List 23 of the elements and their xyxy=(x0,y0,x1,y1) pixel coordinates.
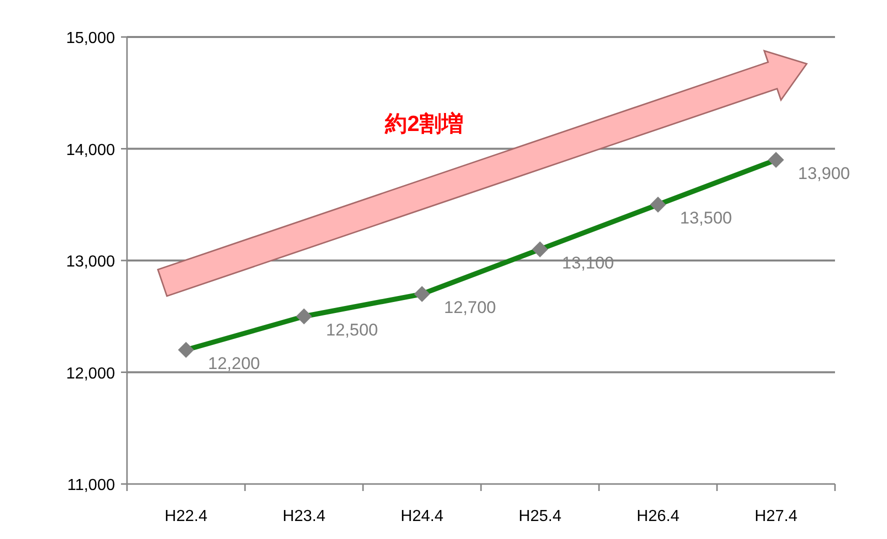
x-tick-label: H26.4 xyxy=(636,508,680,525)
x-tick-label: H23.4 xyxy=(282,508,326,525)
data-label: 12,500 xyxy=(326,320,378,340)
y-tick-label: 12,000 xyxy=(66,365,116,382)
y-tick-label: 13,000 xyxy=(66,254,116,270)
y-tick-label: 11,000 xyxy=(67,477,116,494)
point xyxy=(650,196,666,213)
data-label: 12,700 xyxy=(444,298,496,318)
x-tick-label: H24.4 xyxy=(400,508,444,525)
point xyxy=(414,286,430,302)
point xyxy=(768,152,784,168)
point xyxy=(532,241,548,258)
y-tick-label: 15,000 xyxy=(66,30,116,47)
data-label: 13,500 xyxy=(680,208,732,228)
y-tick-label: 14,000 xyxy=(66,142,116,159)
point xyxy=(178,342,194,358)
x-tick-label: H25.4 xyxy=(518,508,562,525)
data-label: 13,900 xyxy=(798,164,850,183)
point xyxy=(296,308,312,324)
data-label: 12,200 xyxy=(208,354,260,373)
annotation: 約2割増 xyxy=(384,110,464,136)
x-tick-label: H27.4 xyxy=(754,508,798,525)
x-tick-label: H22.4 xyxy=(164,508,208,525)
